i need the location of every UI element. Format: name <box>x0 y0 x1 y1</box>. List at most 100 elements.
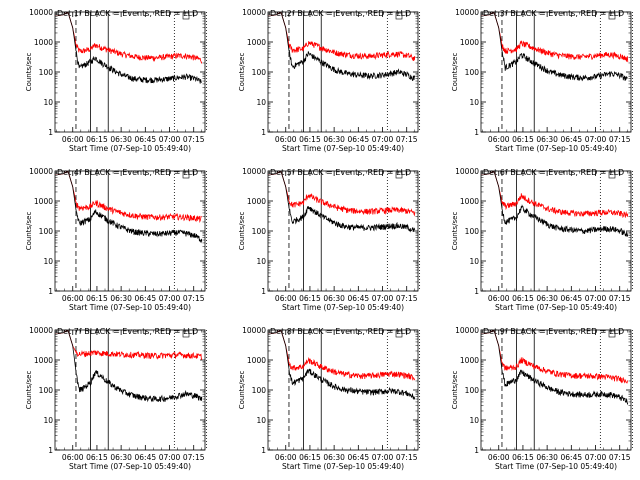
x-tick-label: 06:30 <box>110 135 132 144</box>
legend-box <box>608 171 616 179</box>
series-group <box>481 12 629 82</box>
x-tick-label: 06:00 <box>488 135 510 144</box>
series-group <box>268 171 416 233</box>
y-axis-label: Counts/sec <box>25 53 33 92</box>
x-tick-label: 07:00 <box>372 453 394 462</box>
y-tick-label: 100 <box>465 386 480 395</box>
legend-box <box>395 330 403 338</box>
axis-frame <box>267 170 419 292</box>
panel-det-3: Det 3f BLACK = Events, RED = LLD 1 10 100 10… <box>451 8 634 153</box>
y-tick-label: 10 <box>469 257 479 266</box>
y-tick-label: 1000 <box>460 356 479 365</box>
x-tick-label: 07:15 <box>396 294 418 303</box>
y-tick-label: 100 <box>252 68 267 77</box>
x-tick-label: 06:45 <box>561 453 583 462</box>
series-line-events <box>55 12 202 84</box>
y-tick-label: 1 <box>48 128 53 137</box>
y-axis-label: Counts/sec <box>238 212 246 251</box>
x-tick-label: 07:00 <box>585 135 607 144</box>
panel-det-7: Det 7f BLACK = Events, RED = LLD 1 10 100 10… <box>25 326 208 471</box>
x-tick-label: 07:00 <box>159 135 181 144</box>
x-tick-label: 07:15 <box>609 294 631 303</box>
y-tick-label: 1 <box>474 446 479 455</box>
y-tick-label: 100 <box>465 227 480 236</box>
panel-title: Det 3f BLACK = Events, RED = LLD <box>483 9 624 18</box>
x-tick-label: 07:00 <box>372 135 394 144</box>
y-tick-label: 1 <box>474 128 479 137</box>
y-axis-label: Counts/sec <box>238 53 246 92</box>
y-tick-label: 1 <box>48 446 53 455</box>
panel-title: Det 2f BLACK = Events, RED = LLD <box>270 9 411 18</box>
series-line-lld <box>268 12 416 62</box>
series-group <box>268 330 416 400</box>
series-line-lld <box>55 12 203 64</box>
x-tick-label: 06:30 <box>323 294 345 303</box>
x-tick-label: 07:15 <box>609 453 631 462</box>
legend-box <box>182 12 190 20</box>
x-tick-label: 06:00 <box>488 294 510 303</box>
y-tick-label: 1000 <box>247 356 266 365</box>
panel-title: Det 9f BLACK = Events, RED = LLD <box>483 327 624 336</box>
y-tick-label: 10000 <box>29 326 53 335</box>
legend-box <box>608 12 616 20</box>
x-axis-label: Start Time (07-Sep-10 05:49:40) <box>69 303 191 312</box>
x-tick-label: 06:15 <box>512 135 534 144</box>
y-tick-label: 100 <box>252 227 267 236</box>
x-tick-label: 06:15 <box>86 453 108 462</box>
x-tick-label: 06:45 <box>348 135 370 144</box>
series-line-lld <box>55 171 202 223</box>
x-tick-label: 07:15 <box>396 135 418 144</box>
x-axis-label: Start Time (07-Sep-10 05:49:40) <box>495 462 617 471</box>
y-tick-label: 1 <box>474 287 479 296</box>
series-group <box>481 171 629 237</box>
axis-frame <box>480 170 632 292</box>
x-tick-label: 06:00 <box>275 135 297 144</box>
panel-title: Det 4f BLACK = Events, RED = LLD <box>57 168 198 177</box>
series-line-lld <box>268 330 416 381</box>
panel-title: Det 6f BLACK = Events, RED = LLD <box>483 168 624 177</box>
x-tick-label: 06:30 <box>110 453 132 462</box>
y-tick-label: 100 <box>39 68 54 77</box>
y-tick-label: 100 <box>39 227 54 236</box>
series-line-lld <box>481 330 629 384</box>
series-group <box>55 330 203 403</box>
x-tick-label: 07:15 <box>396 453 418 462</box>
panel-title: Det 7f BLACK = Events, RED = LLD <box>57 327 198 336</box>
panel-det-8: Det 8f BLACK = Events, RED = LLD 1 10 100 10… <box>238 326 421 471</box>
y-tick-label: 10 <box>43 98 53 107</box>
x-tick-label: 06:00 <box>62 294 84 303</box>
x-tick-label: 07:00 <box>159 294 181 303</box>
series-line-events <box>55 330 203 403</box>
x-tick-label: 06:45 <box>561 135 583 144</box>
y-axis-label: Counts/sec <box>25 371 33 410</box>
x-tick-label: 06:30 <box>323 135 345 144</box>
panel-title: Det 8f BLACK = Events, RED = LLD <box>270 327 411 336</box>
y-tick-label: 1000 <box>34 197 53 206</box>
x-axis-label: Start Time (07-Sep-10 05:49:40) <box>69 462 191 471</box>
y-tick-label: 100 <box>465 68 480 77</box>
x-tick-label: 06:30 <box>536 135 558 144</box>
y-tick-label: 10000 <box>455 167 479 176</box>
y-tick-label: 1000 <box>247 38 266 47</box>
panel-det-5: Det 5f BLACK = Events, RED = LLD 1 10 100 10… <box>238 167 421 312</box>
panel-det-2: Det 2f BLACK = Events, RED = LLD 1 10 100 10… <box>238 8 421 153</box>
y-axis-label: Counts/sec <box>238 371 246 410</box>
y-tick-label: 10 <box>43 257 53 266</box>
y-tick-label: 10 <box>256 257 266 266</box>
x-tick-label: 07:00 <box>372 294 394 303</box>
x-axis-label: Start Time (07-Sep-10 05:49:40) <box>282 303 404 312</box>
y-tick-label: 1000 <box>34 356 53 365</box>
y-tick-label: 10000 <box>242 326 266 335</box>
series-group <box>268 12 416 82</box>
panel-title: Det 1f BLACK = Events, RED = LLD <box>57 9 198 18</box>
y-tick-label: 10000 <box>242 167 266 176</box>
x-tick-label: 06:15 <box>299 453 321 462</box>
x-tick-label: 06:00 <box>62 453 84 462</box>
y-tick-label: 1 <box>261 287 266 296</box>
series-line-lld <box>481 12 629 63</box>
y-tick-label: 100 <box>39 386 54 395</box>
x-tick-label: 06:45 <box>135 294 157 303</box>
y-tick-label: 100 <box>252 386 267 395</box>
x-tick-label: 06:45 <box>135 135 157 144</box>
x-tick-label: 06:00 <box>62 135 84 144</box>
